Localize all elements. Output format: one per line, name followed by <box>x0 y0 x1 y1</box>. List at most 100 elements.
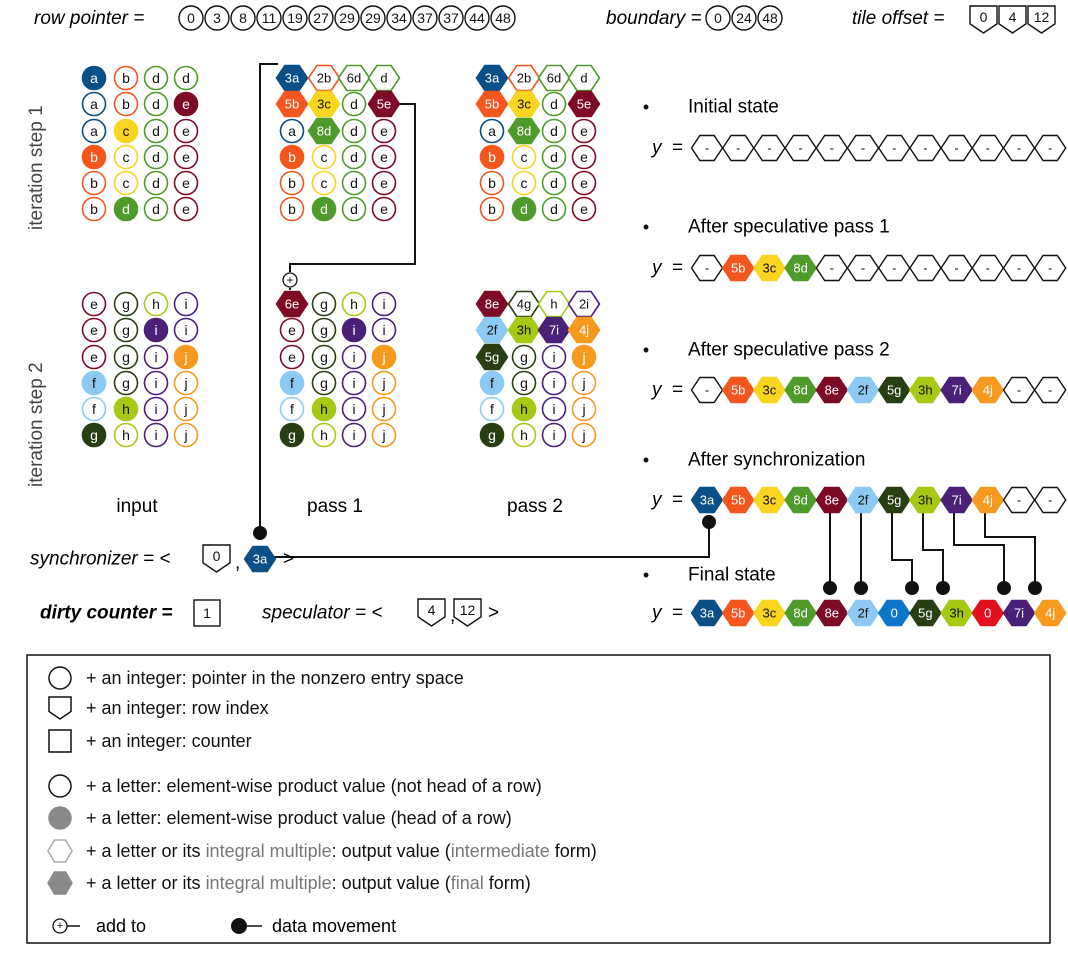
product-circle: i <box>173 317 199 343</box>
product-letter: i <box>352 401 355 417</box>
product-letter: i <box>352 427 355 443</box>
output-hex-intermediate: - <box>1002 486 1036 514</box>
state-title: Initial state <box>688 97 779 118</box>
product-letter: e <box>380 149 388 165</box>
product-circle: g <box>511 370 537 396</box>
output-hex-final: 3a <box>275 64 309 92</box>
output-hex-final: 3c <box>753 254 786 282</box>
column-label-pass1: pass 1 <box>307 496 363 517</box>
output-value: - <box>798 141 802 156</box>
product-letter: d <box>320 201 328 217</box>
state-0: • Initial state y = - - - - - - - - - - - - <box>643 97 1067 162</box>
output-value: 3a <box>253 552 268 567</box>
product-letter: g <box>122 349 130 365</box>
product-letter: c <box>123 175 130 191</box>
output-value: 5b <box>731 606 745 621</box>
output-value: - <box>923 261 927 276</box>
row-head-product-circle: j <box>173 344 199 370</box>
output-hex-final: 7i <box>940 486 973 514</box>
output-hex-final: 8d <box>784 486 817 514</box>
output-value: 4g <box>517 297 531 312</box>
y-vector-label: y <box>650 380 663 401</box>
legend-text-part: + a letter or its <box>86 873 206 893</box>
output-hex-final: 0 <box>971 599 1005 627</box>
product-circle: d <box>541 144 567 170</box>
output-hex-final: 7i <box>537 316 571 344</box>
product-circle: i <box>341 370 367 396</box>
output-value: - <box>705 261 709 276</box>
pointer-circle: 11 <box>256 5 282 31</box>
product-letter: h <box>122 401 130 417</box>
output-hex-intermediate: - <box>815 254 849 282</box>
product-letter: g <box>520 349 528 365</box>
add-to-symbol: + <box>282 272 298 288</box>
product-letter: h <box>122 427 130 443</box>
connector-line <box>953 513 1005 588</box>
product-letter: i <box>184 296 187 312</box>
product-letter: d <box>152 175 160 191</box>
product-circle: f <box>279 396 305 422</box>
product-circle: b <box>279 170 305 196</box>
product-circle: d <box>341 91 367 117</box>
pointer-value: 48 <box>762 10 778 26</box>
output-value: - <box>954 141 958 156</box>
product-circle: j <box>571 396 597 422</box>
product-circle: c <box>511 170 537 196</box>
output-hex-intermediate: - <box>1033 486 1067 514</box>
product-circle: i <box>143 396 169 422</box>
pointer-circle: 29 <box>360 5 386 31</box>
product-letter: d <box>152 149 160 165</box>
row-head-product-circle: h <box>113 396 139 422</box>
product-letter: e <box>182 96 190 112</box>
output-value: 3h <box>517 323 531 338</box>
product-letter: i <box>352 322 355 338</box>
output-hex-final: 4j <box>971 376 1005 404</box>
equals-sign: = <box>672 380 683 401</box>
product-circle: i <box>371 291 397 317</box>
legend-item-hex-filled: + a letter or its integral multiple: out… <box>47 871 531 895</box>
row-index-pentagon: 0 <box>969 5 998 34</box>
data-movement-dot <box>997 581 1011 595</box>
product-letter: e <box>288 322 296 338</box>
product-letter: c <box>321 149 328 165</box>
product-circle: d <box>341 170 367 196</box>
output-hex-final: 5e <box>567 90 601 118</box>
output-value: 8d <box>793 493 807 508</box>
output-value: - <box>1017 493 1021 508</box>
output-hex-intermediate: - <box>784 134 817 162</box>
product-circle: i <box>341 344 367 370</box>
output-value: 6e <box>285 297 299 312</box>
legend-item-circle: + an integer: pointer in the nonzero ent… <box>48 666 464 690</box>
output-hex-intermediate: - <box>1033 134 1067 162</box>
circle-icon <box>48 666 72 690</box>
row-index-value: 4 <box>1009 9 1017 25</box>
legend-text: + a letter: element-wise product value (… <box>86 776 542 796</box>
row-pointer-label: row pointer = <box>34 8 144 29</box>
output-value: - <box>1048 493 1052 508</box>
hexagon-filled-icon <box>47 871 73 895</box>
legend-item-circle: + a letter: element-wise product value (… <box>48 774 542 798</box>
output-hex-intermediate: - <box>846 134 880 162</box>
row-head-product-circle: g <box>279 422 305 448</box>
product-circle: i <box>143 422 169 448</box>
product-circle: e <box>173 196 199 222</box>
legend-text: + a letter or its integral multiple: out… <box>86 841 597 861</box>
output-value: 8e <box>485 297 499 312</box>
state-title: After speculative pass 2 <box>688 340 890 361</box>
product-letter: d <box>152 96 160 112</box>
product-circle: j <box>371 422 397 448</box>
header: row pointer = 0 3 8 11 19 27 29 29 34 37 37 44 48 bo… <box>34 5 1056 34</box>
product-letter: g <box>122 322 130 338</box>
product-circle: c <box>311 170 337 196</box>
output-hex-final: 4j <box>971 486 1005 514</box>
output-hex-final: 5b <box>721 486 755 514</box>
product-letter: c <box>123 149 130 165</box>
product-circle: e <box>279 317 305 343</box>
product-circle: h <box>143 291 169 317</box>
output-hex-final: 5g <box>475 343 509 371</box>
product-letter: d <box>350 201 358 217</box>
output-value: 5g <box>485 350 499 365</box>
equals-sign: = <box>672 490 683 511</box>
product-circle: d <box>143 118 169 144</box>
